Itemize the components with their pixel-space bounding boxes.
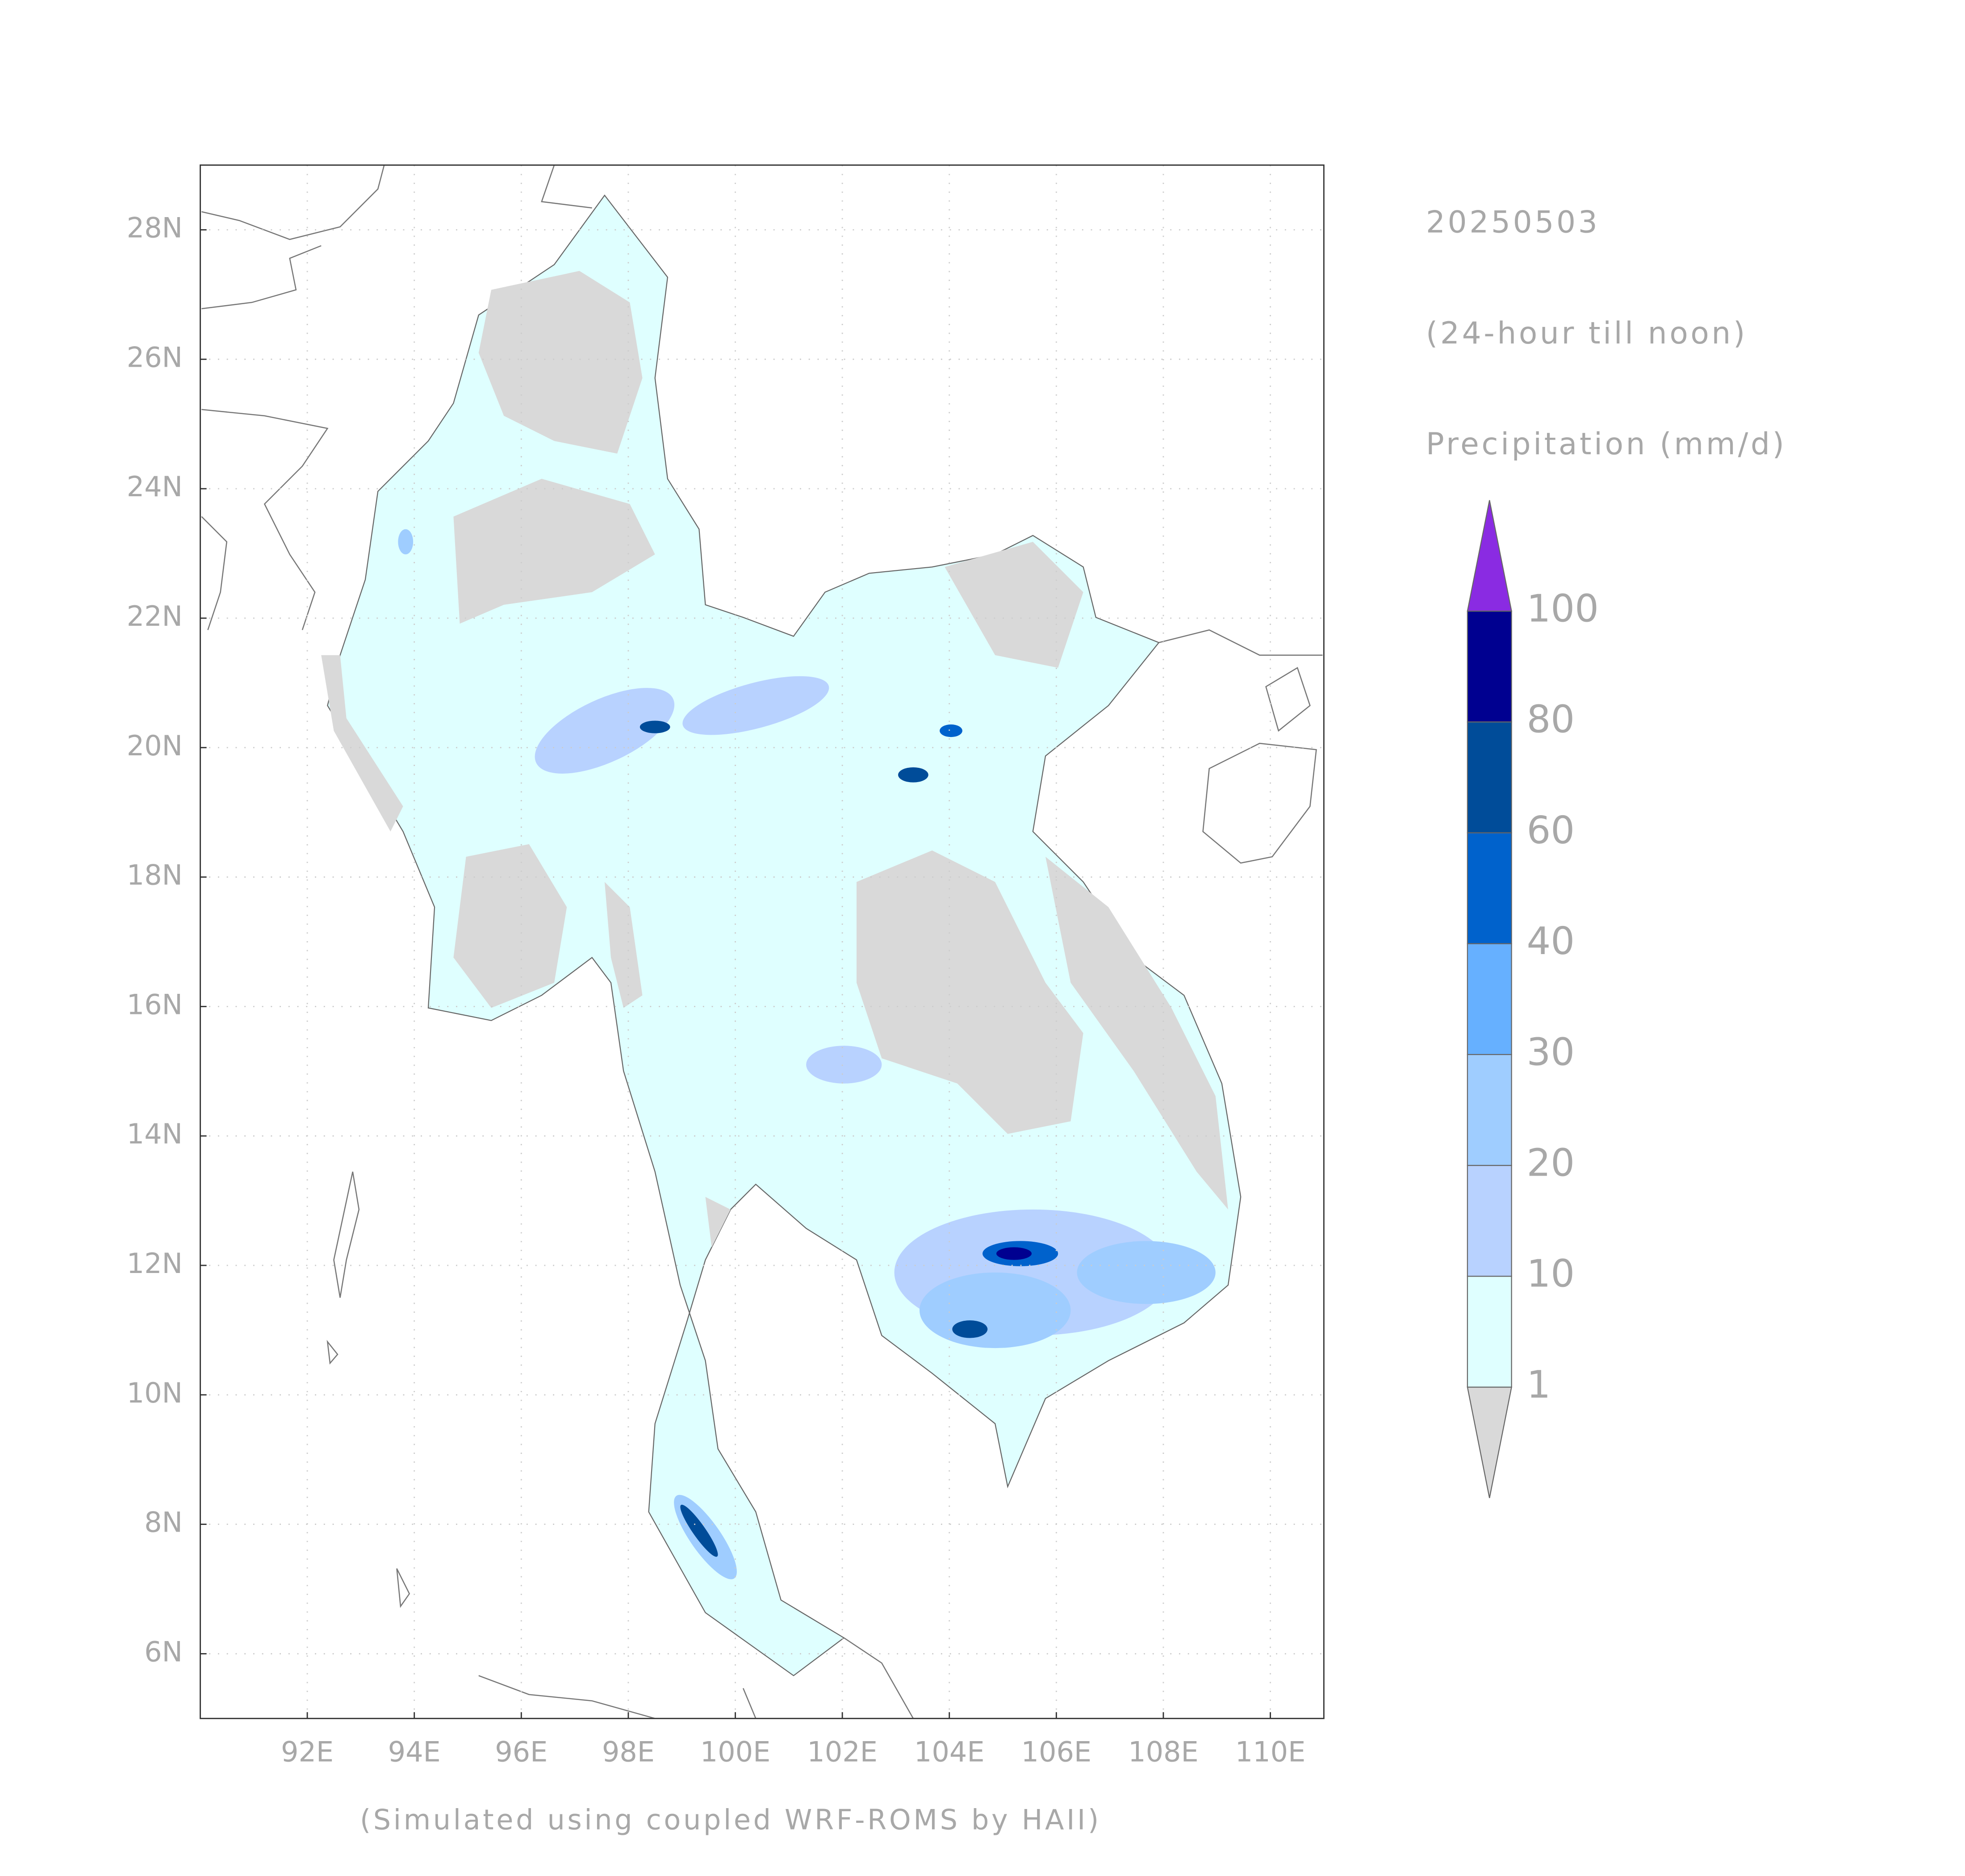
coastline [333, 1171, 360, 1298]
date: 20250503 [1426, 205, 1600, 240]
colorbar-bin [1467, 832, 1512, 944]
colorbar-label: 60 [1526, 808, 1575, 852]
colorbar-bin [1467, 1164, 1512, 1277]
x-tick-label: 110E [1235, 1735, 1306, 1768]
coastline [844, 1637, 914, 1719]
x-tick-label: 106E [1021, 1735, 1092, 1768]
colorbar-label: 10 [1526, 1252, 1575, 1296]
rain-area [682, 676, 829, 735]
x-tick-label: 108E [1128, 1735, 1199, 1768]
dry-area [478, 271, 643, 454]
x-tick-label: 98E [602, 1735, 655, 1768]
dry-area [453, 478, 655, 624]
colorbar-bin [1467, 610, 1512, 723]
y-tick-label: 20N [127, 729, 183, 762]
grid [200, 165, 1324, 1719]
rain-area [952, 1320, 988, 1338]
coastline [201, 409, 329, 630]
rain-area [940, 724, 962, 737]
dry-areas [321, 271, 1228, 1248]
footer: (Simulated using coupled WRF-ROMS by HAI… [360, 1804, 1101, 1836]
variable: Precipitation (mm/d) [1426, 426, 1787, 461]
y-tick-label: 24N [127, 470, 183, 503]
coastline [742, 1688, 757, 1719]
coastline [478, 1675, 656, 1719]
y-tick-label: 6N [144, 1635, 183, 1668]
coastline [201, 516, 228, 630]
rain-area [640, 720, 670, 733]
rain-areas [398, 529, 1216, 1579]
axes: 92E 94E 96E 98E 100E 102E 104E 106E 108E 110E 6N 8N… [127, 212, 1306, 1768]
dry-area [321, 655, 403, 832]
y-tick-label: 16N [127, 988, 183, 1021]
y-tick-label: 12N [127, 1247, 183, 1280]
map-area [201, 165, 1323, 1719]
rain-area [1077, 1241, 1216, 1304]
dry-area [604, 882, 643, 1008]
colorbar-label: 100 [1526, 586, 1599, 630]
y-tick-label: 26N [127, 341, 183, 373]
rain-area [919, 1272, 1071, 1348]
dry-area [856, 850, 1083, 1134]
coastline [1265, 667, 1311, 732]
y-tick-label: 10N [127, 1377, 183, 1409]
period: (24-hour till noon) [1426, 315, 1748, 351]
rain-area [996, 1247, 1032, 1260]
x-tick-label: 102E [807, 1735, 878, 1768]
rain-area [898, 767, 928, 783]
map-frame [200, 164, 1325, 1719]
dry-area [945, 541, 1083, 668]
colorbar-bin [1467, 721, 1512, 833]
colorbar-bin [1467, 943, 1512, 1055]
coastline [541, 165, 592, 209]
rain-area [806, 1046, 882, 1084]
colorbar-label: 20 [1526, 1141, 1575, 1185]
rain-area [535, 688, 675, 774]
coastline [201, 165, 385, 240]
colorbar-label: 30 [1526, 1030, 1575, 1074]
coastline [1202, 742, 1317, 864]
colorbar-label: 80 [1526, 697, 1575, 741]
y-tick-label: 28N [127, 212, 183, 244]
dry-area [705, 1197, 731, 1248]
x-tick-label: 96E [495, 1735, 548, 1768]
colorbar-bin [1467, 1276, 1512, 1388]
y-tick-label: 14N [127, 1118, 183, 1150]
coastline [326, 1340, 339, 1365]
coastline [201, 245, 322, 310]
coastline [396, 1568, 410, 1608]
x-tick-label: 100E [700, 1735, 771, 1768]
dry-area [1045, 857, 1228, 1210]
y-tick-label: 22N [127, 600, 183, 632]
rain-area [398, 529, 414, 555]
rain-area [680, 1504, 718, 1557]
x-tick-label: 104E [914, 1735, 985, 1768]
x-tick-label: 94E [388, 1735, 441, 1768]
colorbar-over [1467, 500, 1512, 612]
x-tick-label: 92E [281, 1735, 334, 1768]
dry-area [453, 844, 567, 1008]
colorbar-label: 1 [1526, 1362, 1551, 1407]
y-tick-label: 18N [127, 859, 183, 892]
colorbar: 1 10 20 30 40 60 80 100 [1467, 500, 1599, 1498]
coastlines [201, 165, 1323, 1719]
colorbar-label: 40 [1526, 919, 1575, 963]
y-tick-label: 8N [144, 1506, 183, 1539]
coastline [1158, 629, 1323, 656]
colorbar-bin [1467, 1054, 1512, 1166]
